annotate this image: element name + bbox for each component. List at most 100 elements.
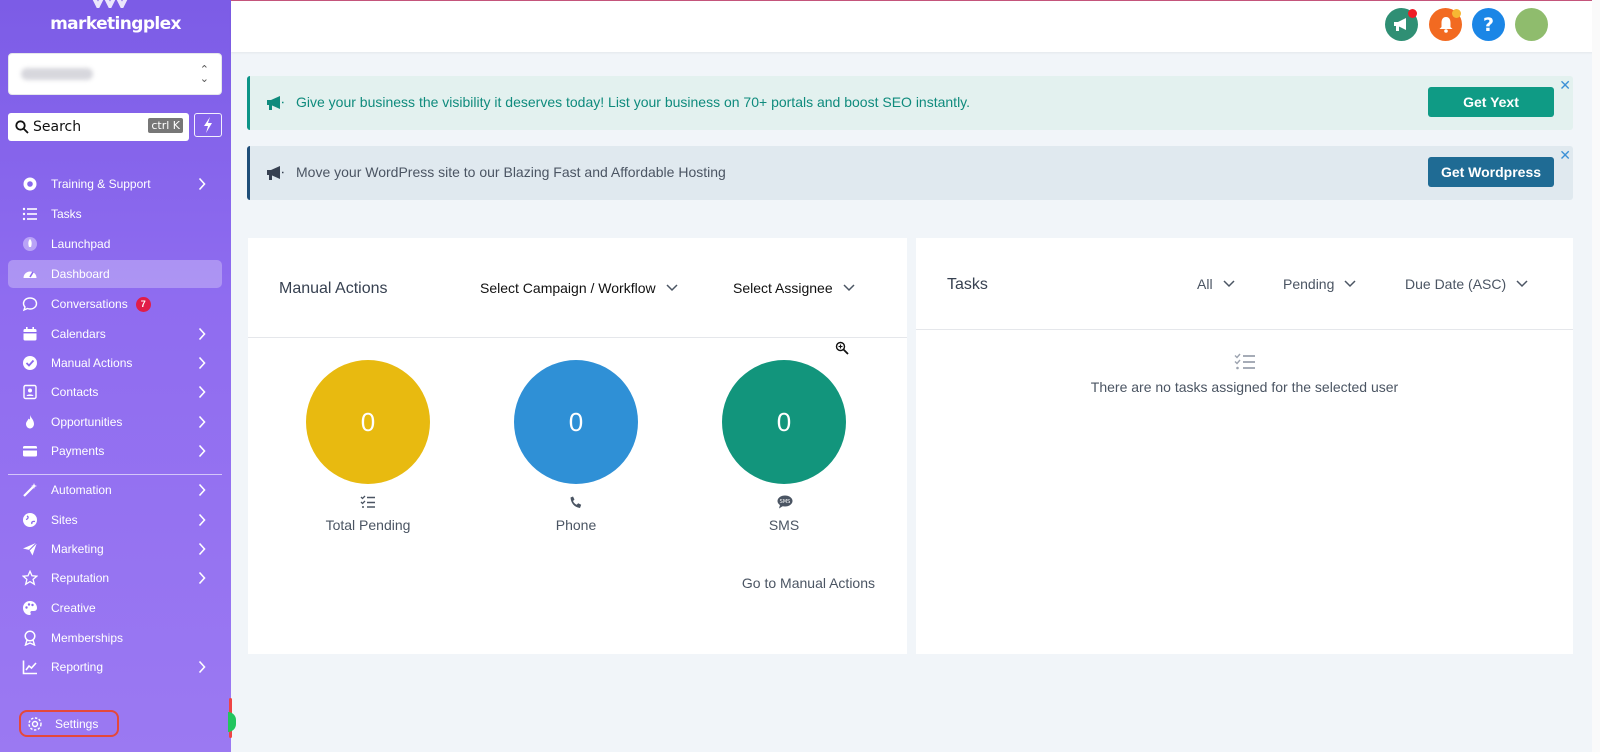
chevron-right-icon	[198, 415, 206, 429]
sidebar-item-opportunities[interactable]: Opportunities	[8, 408, 222, 436]
search-label: Search	[33, 119, 82, 135]
chevron-right-icon	[198, 327, 206, 341]
zoom-cursor-icon	[835, 341, 849, 355]
quick-actions-button[interactable]	[194, 113, 222, 137]
svg-text:SMS: SMS	[780, 499, 791, 505]
bolt-icon	[204, 117, 212, 133]
settings-button[interactable]: Settings	[19, 710, 119, 737]
megaphone-icon	[267, 96, 284, 110]
empty-state-text: There are no tasks assigned for the sele…	[1090, 379, 1399, 395]
question-icon: ?	[1482, 13, 1495, 36]
get-wordpress-button[interactable]: Get Wordpress	[1428, 157, 1554, 187]
sidebar-item-reputation[interactable]: Reputation	[8, 564, 222, 592]
sidebar-item-training-support[interactable]: Training & Support	[8, 170, 222, 198]
settings-label: Settings	[55, 716, 99, 731]
collapse-handle[interactable]	[228, 712, 236, 732]
sidebar-item-sites[interactable]: Sites	[8, 506, 222, 534]
sidebar-item-marketing[interactable]: Marketing	[8, 535, 222, 563]
window-edge	[1592, 0, 1600, 752]
assignee-dropdown[interactable]: Select Assignee	[733, 280, 855, 296]
sidebar-item-conversations[interactable]: Conversations 7	[8, 290, 222, 318]
top-header: ?	[231, 0, 1600, 52]
sidebar-item-payments[interactable]: Payments	[8, 437, 222, 465]
tasks-card: Tasks All Pending Due Date (ASC) There a…	[916, 238, 1573, 654]
avatar[interactable]	[1515, 8, 1548, 41]
sidebar-item-calendars[interactable]: Calendars	[8, 320, 222, 348]
sidebar-item-label: Marketing	[51, 542, 104, 556]
paper-plane-icon	[23, 542, 38, 556]
sidebar-item-manual-actions[interactable]: Manual Actions	[8, 349, 222, 377]
close-icon[interactable]: ✕	[1559, 148, 1571, 164]
card-header: Manual Actions Select Campaign / Workflo…	[248, 238, 907, 338]
announcements-button[interactable]	[1385, 8, 1418, 41]
brand-logo[interactable]: marketingplex	[50, 14, 181, 34]
unread-count-badge: 7	[135, 296, 151, 312]
chevron-right-icon	[198, 385, 206, 399]
tasks-icon	[22, 207, 37, 221]
sidebar-item-dashboard[interactable]: Dashboard	[8, 260, 222, 288]
banner-text: Give your business the visibility it des…	[296, 94, 971, 110]
sidebar-item-automation[interactable]: Automation	[8, 476, 222, 504]
sidebar-item-label: Sites	[51, 513, 78, 527]
dropdown-label: Pending	[1283, 276, 1335, 292]
tasks-status-dropdown[interactable]: Pending	[1283, 276, 1356, 292]
chart-icon	[22, 660, 37, 675]
help-button[interactable]: ?	[1472, 8, 1505, 41]
sort-chevron-icon: ⌃ ⌄	[199, 63, 209, 85]
chevron-right-icon	[198, 444, 206, 458]
sidebar-item-label: Dashboard	[51, 267, 110, 281]
sidebar-item-label: Automation	[51, 483, 112, 497]
sidebar-item-label: Opportunities	[51, 415, 123, 429]
sidebar-item-label: Reporting	[51, 660, 104, 674]
tasks-filter-all-dropdown[interactable]: All	[1197, 276, 1235, 292]
account-name-blurred	[21, 68, 93, 80]
sidebar-item-label: Tasks	[51, 207, 82, 221]
close-icon[interactable]: ✕	[1559, 78, 1571, 94]
search-icon	[15, 120, 29, 134]
phone-icon	[570, 496, 582, 508]
total-pending-circle[interactable]: 0	[306, 360, 430, 484]
magic-wand-icon	[23, 483, 37, 497]
search-shortcut: ctrl K	[148, 118, 183, 133]
bell-icon	[1439, 17, 1452, 33]
go-to-manual-actions-link[interactable]: Go to Manual Actions	[741, 575, 875, 591]
chevron-right-icon	[198, 542, 206, 556]
chat-icon	[22, 297, 38, 312]
sidebar-item-label: Payments	[51, 444, 105, 458]
dropdown-label: All	[1197, 276, 1213, 292]
chevron-right-icon	[198, 177, 206, 191]
card-title: Tasks	[947, 276, 988, 293]
yext-banner: Give your business the visibility it des…	[247, 76, 1573, 130]
chevron-down-icon	[1344, 280, 1356, 288]
rocket-icon	[23, 237, 37, 251]
logo-mark-icon	[92, 0, 128, 8]
card-title: Manual Actions	[279, 280, 388, 297]
globe-icon	[23, 513, 37, 527]
lifebuoy-icon	[23, 177, 37, 191]
sms-circle[interactable]: 0	[722, 360, 846, 484]
sidebar-item-reporting[interactable]: Reporting	[8, 653, 222, 681]
sidebar-item-contacts[interactable]: Contacts	[8, 378, 222, 406]
sidebar-item-memberships[interactable]: Memberships	[8, 624, 222, 652]
search-input[interactable]: Search ctrl K	[8, 113, 189, 141]
notifications-button[interactable]	[1429, 8, 1462, 41]
manual-actions-card: Manual Actions Select Campaign / Workflo…	[248, 238, 907, 654]
campaign-workflow-dropdown[interactable]: Select Campaign / Workflow	[480, 280, 678, 296]
empty-tasks-icon	[1234, 353, 1255, 370]
megaphone-icon	[267, 166, 284, 180]
sidebar-item-tasks[interactable]: Tasks	[8, 200, 222, 228]
megaphone-icon	[1394, 18, 1406, 31]
phone-circle[interactable]: 0	[514, 360, 638, 484]
sidebar-item-creative[interactable]: Creative	[8, 594, 222, 622]
tasks-sort-dropdown[interactable]: Due Date (ASC)	[1405, 276, 1528, 292]
sidebar-item-launchpad[interactable]: Launchpad	[8, 230, 222, 258]
sidebar-item-label: Manual Actions	[51, 356, 133, 370]
dropdown-label: Select Assignee	[733, 280, 833, 296]
chevron-down-icon	[666, 284, 678, 292]
calendar-icon	[23, 327, 37, 341]
account-switcher[interactable]: ⌃ ⌄	[8, 53, 222, 95]
notification-dot	[1452, 9, 1461, 18]
get-yext-button[interactable]: Get Yext	[1428, 87, 1554, 117]
metric-label: SMS	[768, 517, 800, 533]
chevron-down-icon	[843, 284, 855, 292]
